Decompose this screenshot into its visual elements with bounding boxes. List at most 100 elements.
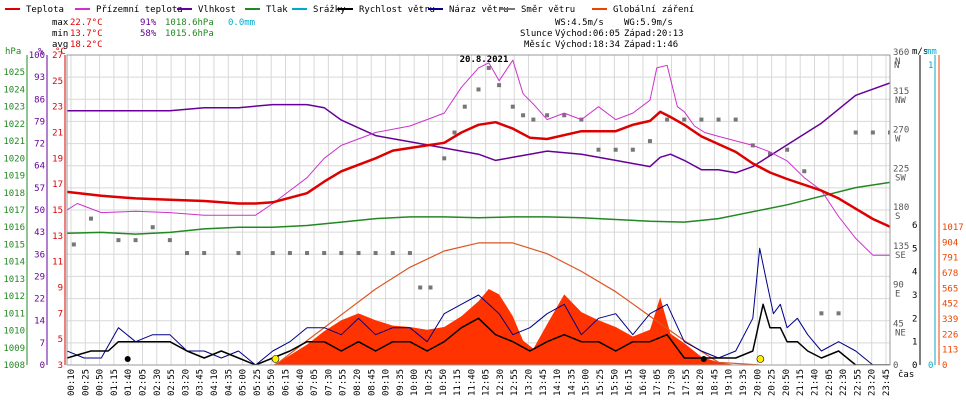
deg-tick-label: 90: [893, 281, 904, 291]
legend-label: Tlak: [266, 5, 288, 15]
axes: 00:10 00:25 00:50 01:15 01:40 02:05 02:30 02:55…: [3, 47, 963, 396]
pct-tick-label: 29: [34, 272, 45, 282]
degc-tick-label: 15: [52, 206, 63, 216]
mm-tick-label: 0: [928, 361, 933, 371]
wind-direction-point: [836, 311, 841, 316]
wind-direction-point: [428, 285, 433, 290]
wind-speed-line: [67, 303, 890, 365]
degc-tick-label: 23: [52, 103, 63, 113]
wg-info: WG:5.9m/s: [624, 18, 673, 28]
mm-axis-label: mm: [926, 47, 937, 57]
pressure-line: [67, 181, 890, 235]
wm2-tick-label: 339: [942, 315, 958, 325]
stat-min-hum: 58%: [140, 29, 157, 39]
x-tick-label: 23:20: [868, 369, 878, 396]
deg-tick-dir: SW: [895, 173, 906, 183]
x-tick-label: 14:10: [553, 369, 563, 396]
stat-max-hum: 91%: [140, 18, 157, 28]
deg-north-label: N: [894, 61, 899, 71]
hpa-tick-label: 1009: [3, 344, 25, 354]
moonset-marker: [124, 356, 131, 362]
temperature-line: [67, 110, 890, 228]
wind-direction-point: [322, 251, 327, 256]
wind-direction-point: [870, 130, 875, 135]
sun-set: Západ:20:13: [624, 29, 684, 39]
plot-frame: [66, 54, 891, 366]
x-tick-label: 20:50: [782, 369, 792, 396]
x-tick-label: 02:30: [153, 369, 163, 396]
x-tick-label: 19:10: [725, 369, 735, 396]
moon-set: Západ:1:46: [624, 40, 678, 50]
wind-direction-point: [733, 117, 738, 122]
stat-avg-temp: 18.2°C: [70, 40, 103, 50]
wind-direction-point: [150, 225, 155, 230]
hpa-tick-label: 1015: [3, 240, 25, 250]
wind-direction-point: [486, 65, 491, 70]
x-tick-label: 17:55: [682, 369, 692, 396]
deg-tick-label: 360: [893, 48, 909, 58]
wm2-tick-label: 0: [942, 361, 947, 371]
moon-label: Měsíc: [524, 40, 551, 50]
ground-temp-line: [67, 59, 890, 256]
deg-tick-label: 135: [893, 242, 909, 252]
wind-direction-point: [497, 83, 502, 88]
x-tick-label: 10:00: [410, 369, 420, 396]
mm-tick-label: 1: [928, 61, 933, 71]
x-tick-label: 05:50: [267, 369, 277, 396]
degc-tick-label: 3: [58, 361, 63, 371]
x-tick-label: 03:45: [196, 369, 206, 396]
wind-direction-point: [888, 130, 890, 135]
pct-tick-label: 50: [34, 206, 45, 216]
x-axis-label: čas: [898, 369, 914, 380]
pct-tick-label: 64: [34, 162, 45, 172]
wind-direction-point: [418, 285, 423, 290]
deg-tick-label: 270: [893, 126, 909, 136]
wind-direction-point: [665, 117, 670, 122]
wind-direction-point: [452, 130, 457, 135]
stat-max-temp: 22.7°C: [70, 18, 103, 28]
sunset-marker: [756, 355, 765, 363]
stat-max-pres: 1018.6hPa: [165, 18, 214, 28]
legend-label: Srážky: [313, 5, 346, 15]
wind-direction-point: [716, 117, 721, 122]
wind-direction-point: [236, 251, 241, 256]
x-tick-label: 09:35: [396, 369, 406, 396]
degc-tick-label: 7: [58, 309, 63, 319]
ms-tick-label: 4: [912, 268, 917, 278]
x-tick-label: 23:45: [882, 369, 892, 396]
hpa-tick-label: 1025: [3, 68, 25, 78]
x-tick-label: 11:40: [467, 369, 477, 396]
x-tick-label: 09:10: [382, 369, 392, 396]
radiation-area: [67, 289, 890, 365]
x-tick-label: 12:05: [482, 369, 492, 396]
x-tick-label: 05:00: [239, 369, 249, 396]
deg-tick-label: 180: [893, 203, 909, 213]
wm2-tick-label: 1017: [942, 223, 964, 233]
wind-direction-point: [339, 251, 344, 256]
x-tick-label: 15:50: [610, 369, 620, 396]
deg-tick-label: 315: [893, 87, 909, 97]
ms-tick-label: 0: [912, 361, 917, 371]
wm2-tick-label: 791: [942, 254, 958, 264]
x-tick-label: 12:55: [510, 369, 520, 396]
pct-axis-label: %: [38, 47, 44, 57]
x-tick-label: 05:25: [253, 369, 263, 396]
ms-tick-label: 1: [912, 338, 917, 348]
wind-direction-point: [167, 238, 172, 243]
wind-direction-point: [270, 251, 275, 256]
x-tick-label: 20:00: [753, 369, 763, 396]
hpa-axis-label: hPa: [5, 47, 21, 57]
hpa-tick-label: 1020: [3, 154, 25, 164]
legend-label: Směr větru: [521, 5, 575, 15]
wind-direction-point: [476, 87, 481, 92]
wind-direction-point: [305, 251, 310, 256]
ms-tick-label: 5: [912, 244, 917, 254]
sunrise-marker: [271, 355, 280, 363]
wind-direction-point: [71, 242, 76, 247]
degc-tick-label: 27: [52, 51, 63, 61]
stat-min-label: min: [52, 29, 68, 39]
x-tick-label: 04:10: [210, 369, 220, 396]
stats-block: max 22.7°C 91% 1018.6hPa 0.0mm min 13.7°…: [52, 18, 255, 50]
wind-direction-point: [89, 216, 94, 221]
deg-tick-label: 0: [893, 361, 898, 371]
